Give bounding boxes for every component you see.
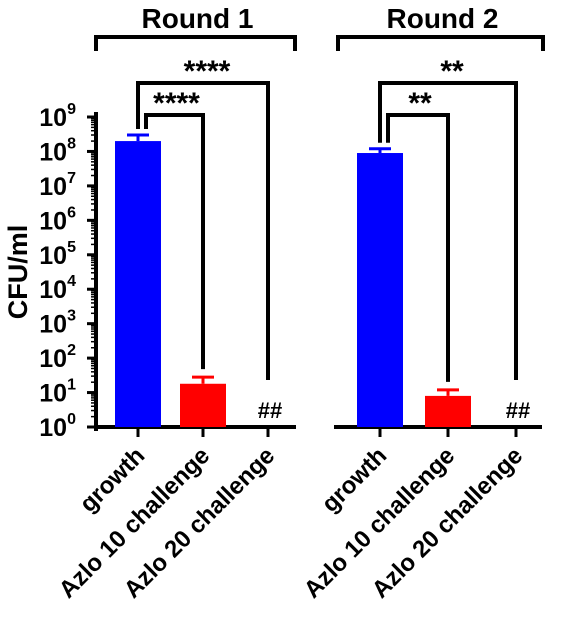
significance-bracket [386, 113, 450, 382]
group-title: Round 2 [387, 3, 499, 34]
significance-bracket [136, 81, 270, 380]
bar [357, 153, 403, 427]
significance-bracket [378, 81, 518, 380]
y-axis-label: CFU/ml [3, 225, 33, 320]
group-bracket [94, 35, 297, 51]
y-tick-label: 106 [39, 204, 76, 235]
y-tick-label: 103 [39, 308, 76, 339]
bar-note: ## [506, 398, 530, 423]
y-tick-label: 100 [39, 411, 76, 442]
y-tick-label: 101 [39, 377, 76, 408]
significance-label: **** [153, 87, 200, 120]
significance-bracket [144, 113, 205, 370]
y-tick-label: 107 [39, 170, 76, 201]
y-tick-label: 102 [39, 342, 76, 373]
bar [115, 141, 161, 428]
group-bracket [336, 35, 545, 51]
significance-label: ** [408, 87, 432, 120]
bar-note: ## [258, 398, 282, 423]
group-title: Round 1 [142, 3, 254, 34]
y-tick-label: 108 [39, 135, 76, 166]
bar [425, 395, 471, 427]
significance-label: ** [440, 55, 464, 88]
y-tick-label: 105 [39, 239, 76, 270]
y-tick-label: 109 [39, 101, 76, 132]
annotations [94, 35, 545, 382]
significance-label: **** [184, 55, 231, 88]
y-tick-label: 104 [39, 273, 76, 304]
bars [115, 133, 471, 428]
bar [180, 383, 226, 427]
